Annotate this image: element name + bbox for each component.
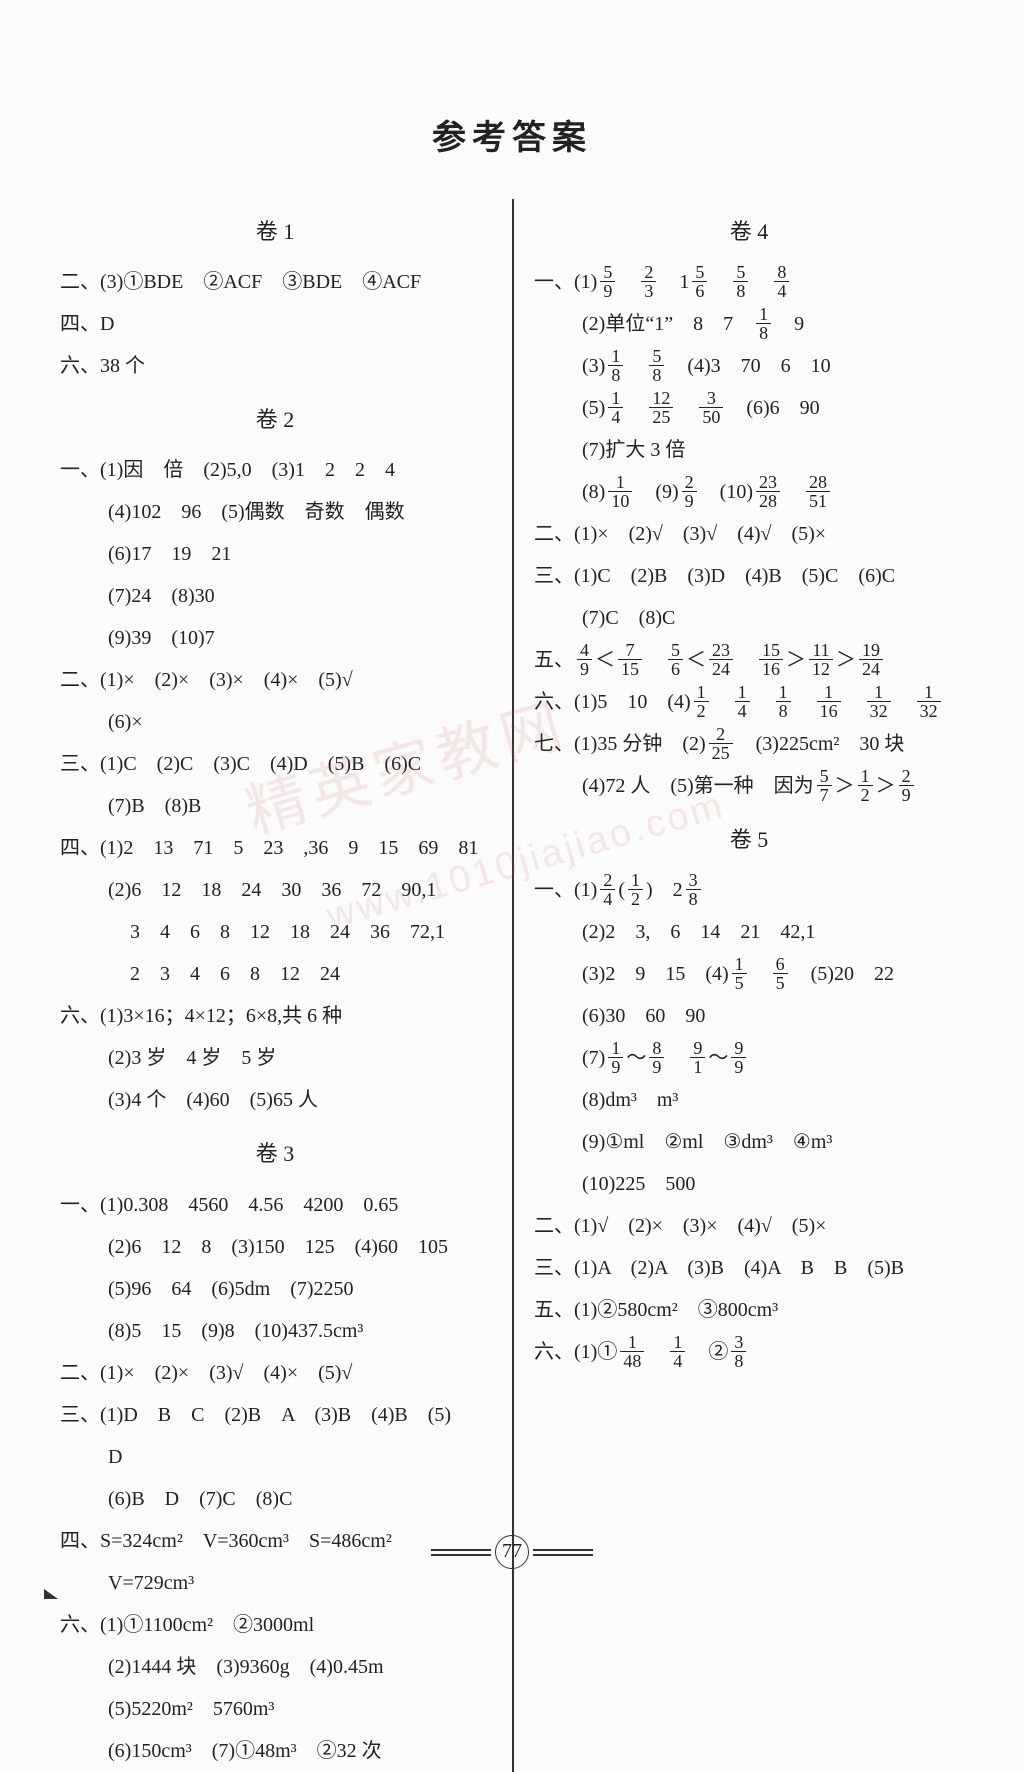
answer-line: 六、(1)①1100cm² ②3000ml [60, 1604, 490, 1646]
section-1-title: 卷 1 [60, 209, 490, 255]
answer-line: (7)19～89 91～99 [534, 1037, 964, 1079]
section-2-title: 卷 2 [60, 397, 490, 443]
answer-line: 二、(1)× (2)× (3)× (4)× (5)√ [60, 659, 490, 701]
answer-line: (10)225 500 [534, 1163, 964, 1205]
answer-line: 一、(1)59 23 156 58 84 [534, 261, 964, 303]
answer-line: (7)扩大 3 倍 [534, 429, 964, 471]
answer-line: (5)96 64 (6)5dm (7)2250 [60, 1268, 490, 1310]
answer-line: 二、(3)①BDE ②ACF ③BDE ④ACF [60, 261, 490, 303]
answer-line: 六、(1)3×16；4×12；6×8,共 6 种 [60, 995, 490, 1037]
answer-line: 五、(1)②580cm² ③800cm³ [534, 1289, 964, 1331]
answer-line: D [60, 1436, 490, 1478]
answer-line: 三、(1)D B C (2)B A (3)B (4)B (5) [60, 1394, 490, 1436]
answer-line: (8)5 15 (9)8 (10)437.5cm³ [60, 1310, 490, 1352]
answer-line: (3)4 个 (4)60 (5)65 人 [60, 1079, 490, 1121]
answer-line: 四、D [60, 303, 490, 345]
corner-mark-icon [44, 1589, 58, 1599]
answer-line: 三、(1)C (2)C (3)C (4)D (5)B (6)C [60, 743, 490, 785]
answer-line: 一、(1)因 倍 (2)5,0 (3)1 2 2 4 [60, 449, 490, 491]
answer-line: (7)B (8)B [60, 785, 490, 827]
section-5-title: 卷 5 [534, 817, 964, 863]
answer-line: (6)B D (7)C (8)C [60, 1478, 490, 1520]
answer-line: (7)C (8)C [534, 597, 964, 639]
answer-line: (8)110 (9)29 (10)2328 2851 [534, 471, 964, 513]
answer-line: 二、(1)√ (2)× (3)× (4)√ (5)× [534, 1205, 964, 1247]
answer-line: (3)2 9 15 (4)15 65 (5)20 22 [534, 953, 964, 995]
answer-line: (7)24 (8)30 [60, 575, 490, 617]
answer-line: (9)①ml ②ml ③dm³ ④m³ [534, 1121, 964, 1163]
answer-line: (4)102 96 (5)偶数 奇数 偶数 [60, 491, 490, 533]
answer-line: (6)30 60 90 [534, 995, 964, 1037]
answer-line: 3 4 6 8 12 18 24 36 72,1 [60, 911, 490, 953]
answer-line: 一、(1)0.308 4560 4.56 4200 0.65 [60, 1184, 490, 1226]
answer-line: 六、38 个 [60, 345, 490, 387]
page-footer: 77 [0, 1535, 1024, 1569]
answer-line: 五、49＜715 56＜2324 1516＞1112＞1924 [534, 639, 964, 681]
answer-line: 2 3 4 6 8 12 24 [60, 953, 490, 995]
answer-line: (2)2 3, 6 14 21 42,1 [534, 911, 964, 953]
answer-line: (2)3 岁 4 岁 5 岁 [60, 1037, 490, 1079]
answer-line: (6)17 19 21 [60, 533, 490, 575]
answer-line: 三、(1)A (2)A (3)B (4)A B B (5)B [534, 1247, 964, 1289]
answer-line: (5)5220m² 5760m³ [60, 1688, 490, 1730]
answer-line: 六、(1)5 10 (4)12 14 18 116 132 132 [534, 681, 964, 723]
answer-line: 四、(1)2 13 71 5 23 ,36 9 15 69 81 [60, 827, 490, 869]
answer-line: 二、(1)× (2)√ (3)√ (4)√ (5)× [534, 513, 964, 555]
answer-line: (2)1444 块 (3)9360g (4)0.45m [60, 1646, 490, 1688]
answer-line: (9)39 (10)7 [60, 617, 490, 659]
section-3-title: 卷 3 [60, 1131, 490, 1177]
answer-line: (6)× [60, 701, 490, 743]
answer-line: (5)14 1225 350 (6)6 90 [534, 387, 964, 429]
answer-line: (2)6 12 18 24 30 36 72 90,1 [60, 869, 490, 911]
answer-line: 三、(1)C (2)B (3)D (4)B (5)C (6)C [534, 555, 964, 597]
answer-line: 六、(1)①148 14 ②38 [534, 1331, 964, 1373]
answer-line: (2)单位“1” 8 7 18 9 [534, 303, 964, 345]
answer-line: 二、(1)× (2)× (3)√ (4)× (5)√ [60, 1352, 490, 1394]
answer-line: 七、(1)35 分钟 (2)225 (3)225cm² 30 块 [534, 723, 964, 765]
answer-line: (8)dm³ m³ [534, 1079, 964, 1121]
page-number: 77 [495, 1535, 529, 1569]
page-title: 参考答案 [60, 110, 964, 159]
answer-line: (6)150cm³ (7)①48m³ ②32 次 [60, 1730, 490, 1772]
answer-line: (4)72 人 (5)第一种 因为57＞12＞29 [534, 765, 964, 807]
answer-line: 一、(1)24(12) 238 [534, 869, 964, 911]
section-4-title: 卷 4 [534, 209, 964, 255]
answer-line: (3)18 58 (4)3 70 6 10 [534, 345, 964, 387]
answer-line: (2)6 12 8 (3)150 125 (4)60 105 [60, 1226, 490, 1268]
